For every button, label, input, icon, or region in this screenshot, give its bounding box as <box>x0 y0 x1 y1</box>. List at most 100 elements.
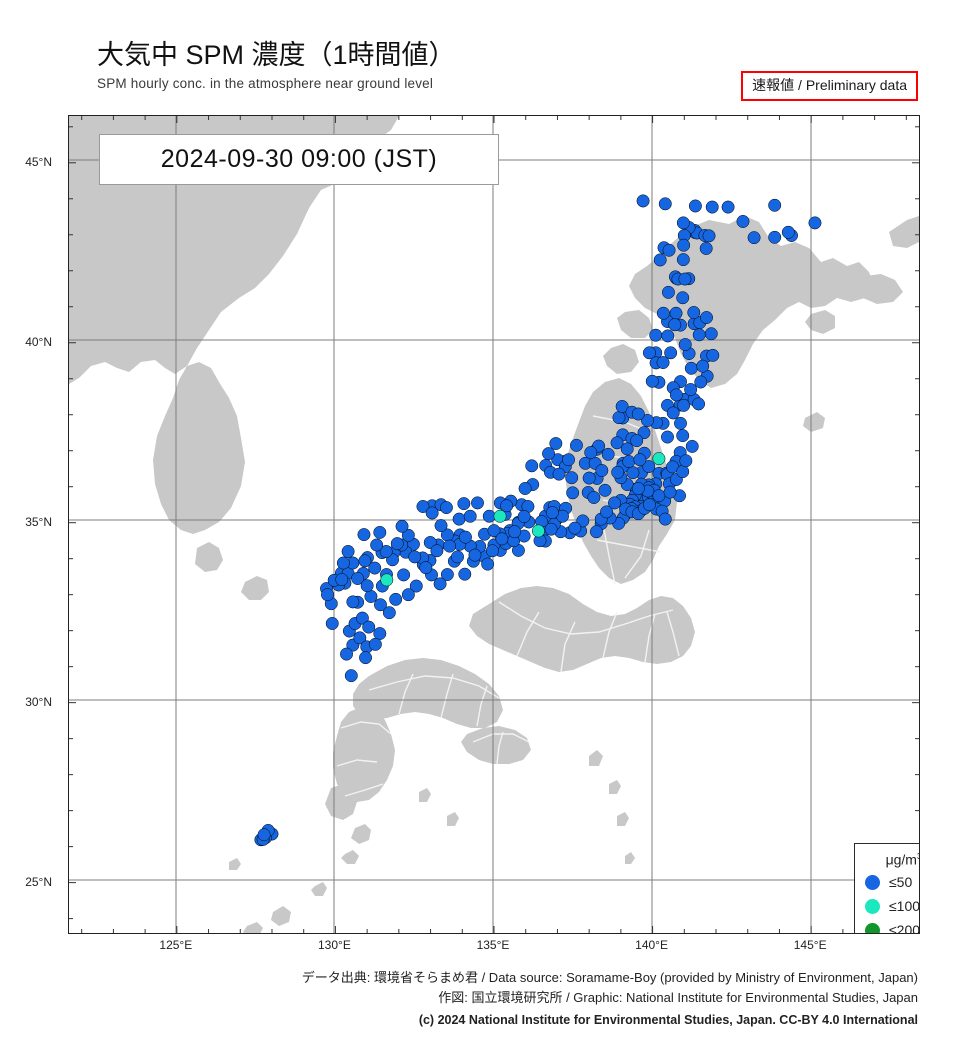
station-marker[interactable] <box>661 329 675 343</box>
station-marker[interactable] <box>452 512 466 526</box>
station-marker[interactable] <box>663 485 677 499</box>
station-marker[interactable] <box>482 509 496 523</box>
station-marker[interactable] <box>601 447 615 461</box>
station-marker[interactable] <box>610 436 624 450</box>
station-marker[interactable] <box>457 497 471 511</box>
station-marker[interactable] <box>359 651 372 665</box>
station-marker[interactable] <box>676 465 690 479</box>
station-marker[interactable] <box>566 486 580 500</box>
station-marker[interactable] <box>679 454 693 468</box>
station-marker[interactable] <box>696 359 710 373</box>
station-marker[interactable] <box>362 620 376 634</box>
station-marker[interactable] <box>425 506 439 520</box>
station-marker[interactable] <box>661 285 675 299</box>
station-marker[interactable] <box>641 414 654 427</box>
station-marker[interactable] <box>321 588 334 602</box>
legend-item[interactable]: ≤200 <box>861 919 919 933</box>
station-marker[interactable] <box>360 579 374 593</box>
station-marker[interactable] <box>626 466 640 480</box>
station-marker[interactable] <box>344 669 358 683</box>
station-marker[interactable] <box>487 524 501 538</box>
station-marker[interactable] <box>699 242 713 255</box>
station-marker[interactable] <box>688 199 702 213</box>
station-marker[interactable] <box>495 532 509 546</box>
station-marker[interactable] <box>706 348 720 362</box>
station-marker[interactable] <box>678 338 692 351</box>
station-marker[interactable] <box>549 437 563 450</box>
station-marker[interactable] <box>409 579 423 593</box>
station-marker[interactable] <box>781 225 795 239</box>
legend-item[interactable]: ≤100 <box>861 895 919 919</box>
station-marker[interactable] <box>676 429 690 443</box>
station-marker[interactable] <box>562 453 575 467</box>
station-marker[interactable] <box>463 509 477 523</box>
station-marker[interactable] <box>808 216 822 230</box>
station-marker[interactable] <box>390 537 404 551</box>
station-marker[interactable] <box>340 647 353 661</box>
station-marker[interactable] <box>434 519 448 533</box>
station-marker[interactable] <box>508 525 522 539</box>
station-marker[interactable] <box>652 452 666 466</box>
station-marker[interactable] <box>630 434 644 448</box>
station-marker[interactable] <box>335 573 349 587</box>
station-marker[interactable] <box>433 577 447 591</box>
station-marker[interactable] <box>408 550 422 564</box>
station-marker[interactable] <box>382 606 396 620</box>
station-marker[interactable] <box>676 291 690 305</box>
station-marker[interactable] <box>471 496 484 510</box>
station-marker[interactable] <box>364 590 378 603</box>
station-marker[interactable] <box>608 496 621 510</box>
station-marker[interactable] <box>389 592 403 606</box>
station-marker[interactable] <box>336 556 350 570</box>
station-marker[interactable] <box>517 510 531 524</box>
station-marker[interactable] <box>493 509 507 523</box>
station-marker[interactable] <box>468 548 482 562</box>
station-marker[interactable] <box>702 229 716 243</box>
station-marker[interactable] <box>518 482 532 495</box>
station-marker[interactable] <box>704 327 718 341</box>
station-marker[interactable] <box>355 611 369 625</box>
station-marker[interactable] <box>664 346 678 360</box>
station-marker[interactable] <box>620 442 634 456</box>
station-marker[interactable] <box>346 595 360 609</box>
station-marker[interactable] <box>374 598 387 612</box>
station-marker[interactable] <box>582 471 596 485</box>
station-marker[interactable] <box>351 572 365 585</box>
station-marker[interactable] <box>674 416 687 430</box>
station-marker[interactable] <box>565 471 579 485</box>
station-marker[interactable] <box>368 561 382 575</box>
station-marker[interactable] <box>642 498 656 512</box>
station-marker[interactable] <box>545 506 559 520</box>
station-marker[interactable] <box>656 356 670 369</box>
station-marker[interactable] <box>451 550 464 564</box>
station-marker[interactable] <box>353 631 367 645</box>
station-marker[interactable] <box>645 374 659 388</box>
station-marker[interactable] <box>705 200 719 214</box>
station-marker[interactable] <box>500 499 514 513</box>
station-marker[interactable] <box>373 525 387 539</box>
legend-item[interactable]: ≤50 <box>861 871 919 895</box>
station-marker[interactable] <box>611 465 625 479</box>
station-marker[interactable] <box>584 446 598 459</box>
station-marker[interactable] <box>658 197 672 211</box>
station-marker[interactable] <box>615 400 629 413</box>
station-marker[interactable] <box>668 318 682 332</box>
station-marker[interactable] <box>401 528 415 542</box>
station-marker[interactable] <box>631 407 645 421</box>
map-canvas[interactable]: 2024-09-30 09:00 (JST) μg/m3 ≤50 ≤100 ≤200… <box>68 115 920 934</box>
station-marker[interactable] <box>544 522 558 536</box>
station-marker[interactable] <box>677 238 691 252</box>
station-marker[interactable] <box>636 194 650 208</box>
station-marker[interactable] <box>666 406 680 420</box>
station-marker[interactable] <box>598 483 612 497</box>
station-marker[interactable] <box>458 567 472 581</box>
station-marker[interactable] <box>587 491 601 504</box>
station-marker[interactable] <box>531 524 545 538</box>
station-marker[interactable] <box>397 568 411 582</box>
station-marker[interactable] <box>568 521 582 535</box>
station-marker[interactable] <box>692 397 706 411</box>
station-marker[interactable] <box>721 200 735 214</box>
station-marker[interactable] <box>747 231 761 245</box>
station-marker[interactable] <box>525 459 539 473</box>
station-marker[interactable] <box>677 398 691 412</box>
